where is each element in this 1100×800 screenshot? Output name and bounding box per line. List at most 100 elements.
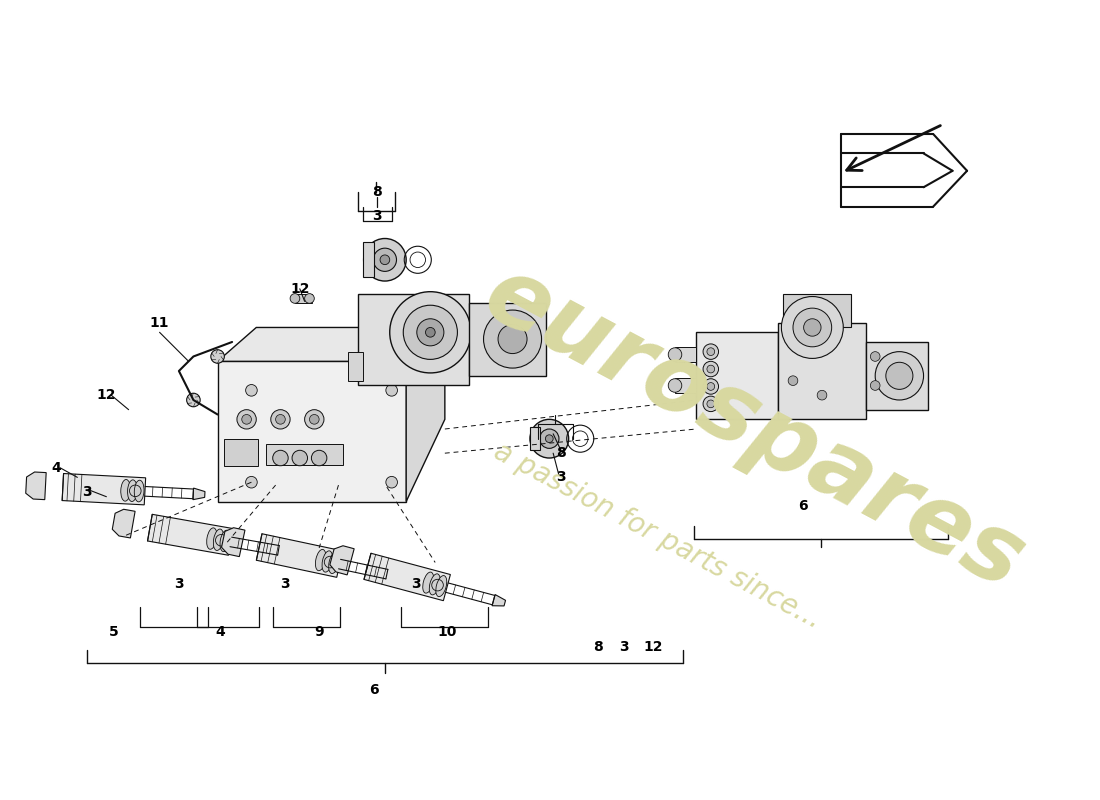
Circle shape bbox=[668, 378, 682, 392]
Circle shape bbox=[276, 414, 285, 424]
Ellipse shape bbox=[121, 479, 131, 501]
Text: 3: 3 bbox=[372, 210, 382, 223]
Circle shape bbox=[703, 362, 718, 377]
Text: 4: 4 bbox=[52, 461, 60, 474]
Circle shape bbox=[703, 378, 718, 394]
Ellipse shape bbox=[213, 529, 223, 550]
Bar bbox=[696, 332, 779, 419]
Circle shape bbox=[707, 365, 715, 373]
Text: 9: 9 bbox=[315, 625, 323, 639]
Circle shape bbox=[386, 385, 397, 396]
Polygon shape bbox=[492, 594, 506, 606]
Bar bbox=[358, 294, 469, 386]
Circle shape bbox=[426, 327, 436, 337]
Bar bbox=[348, 352, 363, 381]
Circle shape bbox=[703, 344, 718, 359]
Circle shape bbox=[546, 435, 553, 442]
Circle shape bbox=[386, 476, 397, 488]
Polygon shape bbox=[147, 514, 233, 555]
Text: 8: 8 bbox=[556, 446, 565, 460]
Text: 3: 3 bbox=[174, 577, 184, 590]
Ellipse shape bbox=[329, 552, 339, 574]
Text: 3: 3 bbox=[411, 577, 420, 590]
Circle shape bbox=[886, 362, 913, 390]
Bar bbox=[363, 242, 374, 277]
Ellipse shape bbox=[322, 551, 332, 572]
Circle shape bbox=[707, 400, 715, 408]
Bar bbox=[218, 362, 406, 502]
Polygon shape bbox=[192, 488, 205, 500]
Circle shape bbox=[707, 382, 715, 390]
Polygon shape bbox=[277, 545, 290, 556]
Text: 8: 8 bbox=[593, 640, 603, 654]
Circle shape bbox=[373, 248, 396, 271]
Circle shape bbox=[870, 352, 880, 362]
Circle shape bbox=[273, 450, 288, 466]
Circle shape bbox=[293, 450, 308, 466]
Ellipse shape bbox=[429, 574, 440, 595]
Text: 12: 12 bbox=[290, 282, 309, 296]
Text: 3: 3 bbox=[619, 640, 628, 654]
Circle shape bbox=[364, 238, 406, 281]
Ellipse shape bbox=[422, 572, 433, 593]
Text: 5: 5 bbox=[109, 625, 119, 639]
Circle shape bbox=[211, 350, 224, 363]
Circle shape bbox=[311, 450, 327, 466]
Circle shape bbox=[242, 414, 252, 424]
Circle shape bbox=[389, 292, 471, 373]
Polygon shape bbox=[25, 472, 46, 500]
Polygon shape bbox=[364, 554, 450, 601]
Circle shape bbox=[703, 396, 718, 412]
Polygon shape bbox=[63, 474, 145, 505]
Bar bbox=[783, 294, 851, 327]
Text: 6: 6 bbox=[370, 683, 379, 697]
Text: eurospares: eurospares bbox=[469, 248, 1039, 610]
Polygon shape bbox=[386, 569, 399, 580]
Circle shape bbox=[876, 352, 924, 400]
Ellipse shape bbox=[220, 530, 230, 552]
Text: 10: 10 bbox=[437, 625, 456, 639]
Circle shape bbox=[668, 348, 682, 362]
Circle shape bbox=[404, 306, 458, 359]
Bar bbox=[779, 322, 866, 419]
Bar bbox=[675, 347, 696, 362]
Ellipse shape bbox=[316, 550, 326, 570]
Polygon shape bbox=[218, 327, 444, 362]
Circle shape bbox=[305, 410, 324, 429]
Bar bbox=[224, 438, 258, 466]
Bar bbox=[866, 342, 928, 410]
Ellipse shape bbox=[436, 575, 447, 597]
Text: a passion for parts since...: a passion for parts since... bbox=[490, 437, 826, 634]
Bar bbox=[266, 443, 343, 465]
Ellipse shape bbox=[128, 480, 138, 502]
Text: 12: 12 bbox=[644, 640, 662, 654]
Circle shape bbox=[236, 410, 256, 429]
Text: 3: 3 bbox=[280, 577, 290, 590]
Circle shape bbox=[417, 318, 444, 346]
Polygon shape bbox=[112, 510, 135, 538]
Circle shape bbox=[817, 390, 827, 400]
Circle shape bbox=[309, 414, 319, 424]
Circle shape bbox=[540, 429, 559, 448]
Text: 11: 11 bbox=[150, 316, 169, 330]
Polygon shape bbox=[330, 546, 354, 575]
Text: 12: 12 bbox=[97, 388, 117, 402]
Bar bbox=[675, 378, 696, 394]
Circle shape bbox=[793, 308, 832, 347]
Bar bbox=[530, 427, 540, 450]
Polygon shape bbox=[221, 528, 245, 557]
Circle shape bbox=[381, 255, 389, 265]
Polygon shape bbox=[256, 534, 342, 578]
Circle shape bbox=[530, 419, 569, 458]
Circle shape bbox=[290, 294, 300, 303]
Circle shape bbox=[305, 294, 315, 303]
Circle shape bbox=[271, 410, 290, 429]
Circle shape bbox=[498, 325, 527, 354]
Text: 6: 6 bbox=[798, 499, 807, 514]
Text: 3: 3 bbox=[82, 485, 91, 499]
Bar bbox=[469, 303, 547, 376]
Bar bbox=[295, 294, 312, 303]
Ellipse shape bbox=[207, 528, 217, 550]
Circle shape bbox=[804, 318, 821, 336]
Circle shape bbox=[187, 394, 200, 406]
